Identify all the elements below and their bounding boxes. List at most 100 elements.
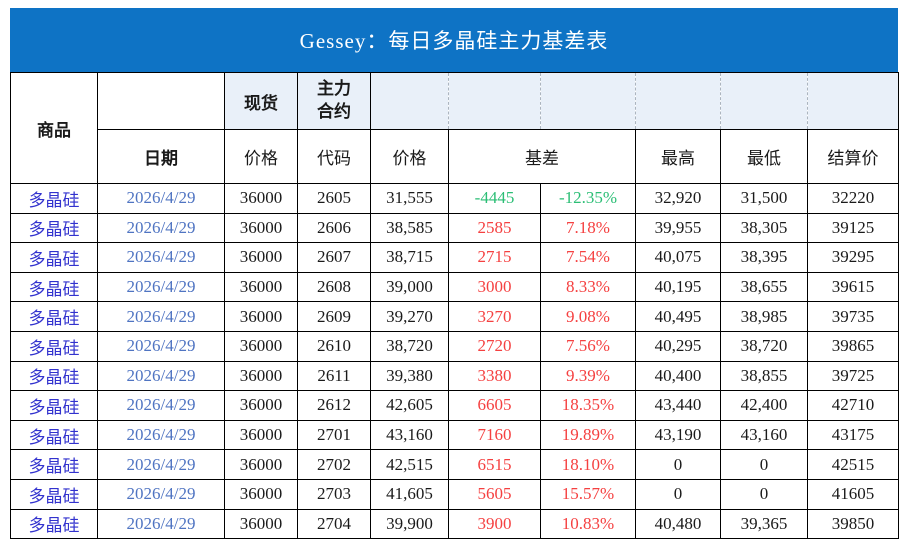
cell-contract-price: 31,555	[370, 183, 449, 214]
cell-low: 0	[720, 449, 808, 480]
cell-settlement: 39725	[807, 360, 899, 392]
cell-basis-value: 5605	[448, 478, 541, 510]
cell-settlement: 39295	[807, 242, 899, 273]
cell-contract-code: 2605	[297, 183, 371, 214]
cell-low: 38,655	[720, 271, 808, 303]
cell-settlement: 42710	[807, 390, 899, 421]
cell-basis-percent: 8.33%	[540, 271, 636, 303]
cell-contract-code: 2609	[297, 301, 371, 332]
cell-basis-percent: 7.18%	[540, 212, 636, 244]
cell-high: 0	[635, 478, 721, 510]
table-row: 多晶硅 2026/4/29 36000 2608 39,000 3000 8.33% 40,1…	[10, 271, 899, 303]
header-empty-lite-cell	[370, 72, 449, 130]
cell-commodity: 多晶硅	[10, 508, 98, 540]
col-header-settlement: 结算价	[807, 129, 899, 184]
table-row: 多晶硅 2026/4/29 36000 2704 39,900 3900 10.83% 40,…	[10, 508, 899, 540]
cell-basis-value: 3900	[448, 508, 541, 540]
table-row: 多晶硅 2026/4/29 36000 2610 38,720 2720 7.56% 40,2…	[10, 330, 899, 362]
table-row: 多晶硅 2026/4/29 36000 2702 42,515 6515 18.10% 0 0 4…	[10, 449, 899, 480]
table-row: 多晶硅 2026/4/29 36000 2606 38,585 2585 7.18% 39,9…	[10, 212, 899, 244]
report-container: Gessey：每日多晶硅主力基差表 商品 现货 主力 合约	[10, 8, 899, 540]
table-row: 多晶硅 2026/4/29 36000 2701 43,160 7160 19.89% 43,…	[10, 419, 899, 451]
cell-contract-price: 41,605	[370, 478, 449, 510]
header-row-top: 商品 现货 主力 合约	[10, 72, 899, 184]
cell-commodity: 多晶硅	[10, 183, 98, 214]
cell-spot-price: 36000	[224, 212, 298, 244]
cell-commodity: 多晶硅	[10, 242, 98, 273]
cell-spot-price: 36000	[224, 419, 298, 451]
main-contract-line-1: 主力	[317, 79, 351, 99]
cell-date: 2026/4/29	[97, 449, 225, 480]
cell-high: 43,190	[635, 419, 721, 451]
header-empty-lite-cell	[807, 72, 899, 130]
cell-commodity: 多晶硅	[10, 478, 98, 510]
cell-contract-code: 2611	[297, 360, 371, 392]
cell-basis-value: 2585	[448, 212, 541, 244]
col-header-contract-price: 价格	[370, 129, 449, 184]
cell-low: 38,720	[720, 330, 808, 362]
cell-low: 38,395	[720, 242, 808, 273]
table-row: 多晶硅 2026/4/29 36000 2703 41,605 5605 15.57% 0 0 4…	[10, 478, 899, 510]
cell-contract-price: 43,160	[370, 419, 449, 451]
cell-date: 2026/4/29	[97, 508, 225, 540]
cell-contract-price: 42,515	[370, 449, 449, 480]
cell-contract-price: 39,270	[370, 301, 449, 332]
cell-contract-code: 2612	[297, 390, 371, 421]
cell-contract-code: 2606	[297, 212, 371, 244]
table-row: 多晶硅 2026/4/29 36000 2612 42,605 6605 18.35% 43,…	[10, 390, 899, 421]
cell-contract-price: 42,605	[370, 390, 449, 421]
cell-contract-price: 39,900	[370, 508, 449, 540]
cell-date: 2026/4/29	[97, 271, 225, 303]
cell-commodity: 多晶硅	[10, 449, 98, 480]
cell-basis-value: 6605	[448, 390, 541, 421]
header-empty-lite-cell	[720, 72, 808, 130]
cell-commodity: 多晶硅	[10, 390, 98, 421]
cell-basis-value: 3270	[448, 301, 541, 332]
col-header-main-contract: 主力 合约	[297, 72, 371, 130]
basis-table: 商品 现货 主力 合约 日期 价格 代	[10, 72, 899, 540]
cell-date: 2026/4/29	[97, 242, 225, 273]
cell-low: 42,400	[720, 390, 808, 421]
cell-basis-value: 2715	[448, 242, 541, 273]
cell-basis-percent: 18.35%	[540, 390, 636, 421]
col-header-contract-code: 代码	[297, 129, 371, 184]
cell-low: 38,305	[720, 212, 808, 244]
cell-basis-percent: 18.10%	[540, 449, 636, 480]
cell-date: 2026/4/29	[97, 360, 225, 392]
cell-date: 2026/4/29	[97, 390, 225, 421]
cell-contract-price: 38,585	[370, 212, 449, 244]
col-header-date: 日期	[97, 129, 225, 184]
cell-high: 43,440	[635, 390, 721, 421]
cell-settlement: 41605	[807, 478, 899, 510]
cell-low: 38,985	[720, 301, 808, 332]
cell-settlement: 42515	[807, 449, 899, 480]
cell-spot-price: 36000	[224, 449, 298, 480]
cell-date: 2026/4/29	[97, 330, 225, 362]
col-header-spot-group: 现货	[224, 72, 298, 130]
cell-commodity: 多晶硅	[10, 419, 98, 451]
cell-settlement: 39735	[807, 301, 899, 332]
cell-spot-price: 36000	[224, 360, 298, 392]
cell-contract-code: 2610	[297, 330, 371, 362]
cell-settlement: 39865	[807, 330, 899, 362]
cell-date: 2026/4/29	[97, 301, 225, 332]
col-header-spot-price: 价格	[224, 129, 298, 184]
cell-basis-percent: 15.57%	[540, 478, 636, 510]
cell-basis-percent: 9.39%	[540, 360, 636, 392]
cell-basis-value: 7160	[448, 419, 541, 451]
cell-date: 2026/4/29	[97, 212, 225, 244]
cell-high: 0	[635, 449, 721, 480]
cell-basis-percent: 10.83%	[540, 508, 636, 540]
table-row: 多晶硅 2026/4/29 36000 2609 39,270 3270 9.08% 40,4…	[10, 301, 899, 332]
cell-basis-percent: 7.56%	[540, 330, 636, 362]
cell-spot-price: 36000	[224, 301, 298, 332]
report-title-bar: Gessey：每日多晶硅主力基差表	[10, 8, 898, 72]
cell-commodity: 多晶硅	[10, 330, 98, 362]
cell-basis-percent: 9.08%	[540, 301, 636, 332]
cell-low: 38,855	[720, 360, 808, 392]
table-row: 多晶硅 2026/4/29 36000 2607 38,715 2715 7.54% 40,0…	[10, 242, 899, 273]
cell-spot-price: 36000	[224, 183, 298, 214]
cell-spot-price: 36000	[224, 242, 298, 273]
cell-contract-code: 2608	[297, 271, 371, 303]
